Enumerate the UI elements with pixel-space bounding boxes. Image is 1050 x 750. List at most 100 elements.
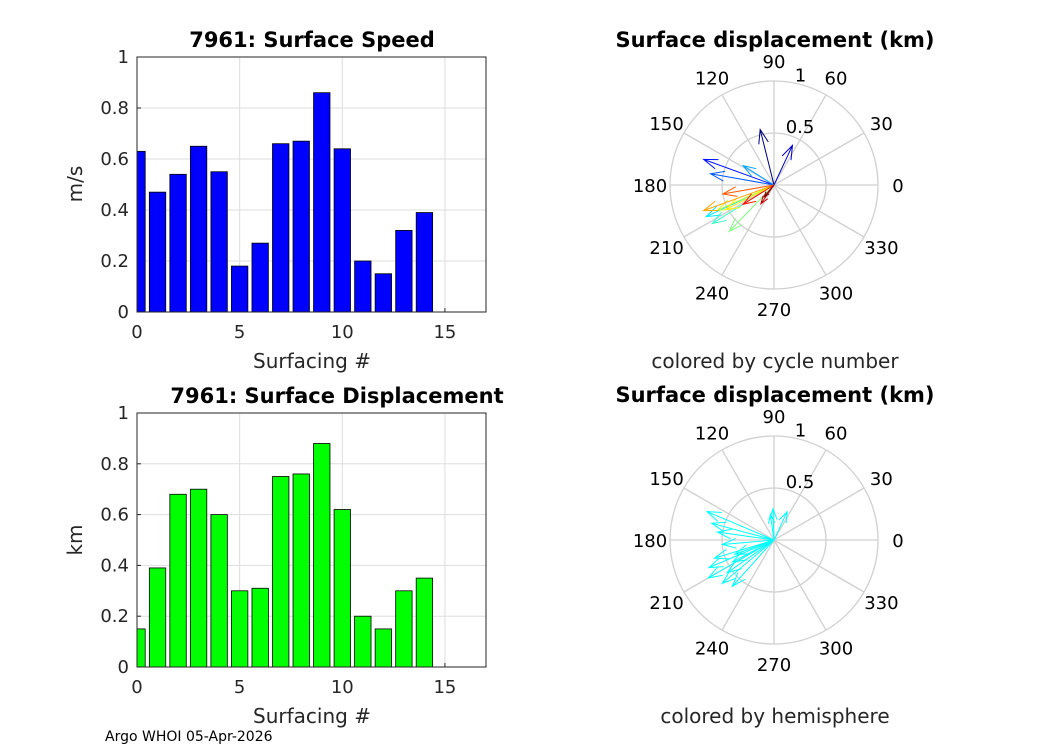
plot-frame [136, 412, 487, 668]
displacement-vector [702, 184, 775, 212]
y-tick-labels: 0 0.2 0.4 0.6 0.8 1 [100, 403, 129, 678]
bar [272, 476, 290, 668]
theta-tick-label: 120 [695, 69, 729, 90]
bar [415, 212, 434, 313]
theta-tick-label: 300 [819, 283, 853, 304]
r-tick-label: 1 [795, 66, 806, 87]
theta-tick-label: 30 [870, 469, 893, 490]
bar [395, 229, 413, 313]
theta-tick-label: 240 [695, 283, 729, 304]
y-tick-label: 1 [118, 47, 129, 68]
displacement-vector [712, 539, 775, 560]
displacement-vector [705, 510, 775, 541]
y-tick-label: 1 [118, 403, 129, 424]
chart-caption: colored by cycle number [651, 349, 899, 373]
theta-tick-label: 300 [819, 638, 853, 659]
bar [415, 577, 434, 668]
displacement-vector [741, 164, 775, 186]
x-tick-label: 10 [331, 322, 354, 343]
x-tick-label: 5 [234, 677, 245, 698]
x-tick-label: 15 [433, 677, 456, 698]
theta-tick-label: 240 [695, 638, 729, 659]
bar [148, 567, 167, 668]
x-tick-labels: 0 5 10 15 [131, 322, 456, 343]
bar [374, 628, 392, 668]
bar [374, 273, 392, 313]
bar [395, 590, 413, 668]
theta-tick-labels: 0 30 60 90 120 150 180 210 240 270 300 3… [633, 407, 904, 676]
x-tick-label: 10 [331, 677, 354, 698]
theta-tick-label: 180 [633, 176, 667, 197]
bar [210, 514, 228, 668]
y-tick-label: 0.6 [100, 149, 129, 170]
displacement-vectors [702, 128, 794, 233]
bar [210, 171, 228, 313]
bar [169, 493, 187, 668]
bar [189, 145, 208, 313]
displacement-vector [702, 158, 775, 186]
theta-tick-label: 120 [695, 424, 729, 445]
y-tick-label: 0.2 [100, 251, 129, 272]
plot-frame [136, 56, 487, 313]
chart-title: 7961: Surface Speed [189, 28, 435, 52]
theta-tick-label: 210 [649, 238, 683, 259]
displacement-vector [773, 510, 788, 541]
r-tick-label: 0.5 [786, 472, 815, 493]
chart-title: Surface displacement (km) [615, 28, 934, 52]
theta-tick-label: 90 [763, 52, 786, 73]
footer-credit: Argo WHOI 05-Apr-2026 [105, 729, 273, 745]
displacement-vector [758, 128, 775, 186]
x-tick-label: 0 [131, 322, 142, 343]
theta-tick-label: 150 [649, 114, 683, 135]
x-tick-label: 15 [433, 322, 456, 343]
displacement-vector [715, 528, 775, 541]
theta-tick-label: 270 [757, 655, 791, 676]
bar [189, 488, 208, 668]
displacement-compass-hemisphere: Surface displacement (km) 0 30 60 90 120… [615, 383, 934, 728]
speed-bar-chart: 7961: Surface Speed 0 5 10 15 0 0.2 0.4 … [63, 28, 487, 373]
chart-caption: colored by hemisphere [660, 704, 889, 728]
bar [292, 473, 310, 668]
displacement-vector [733, 539, 775, 555]
displacement-vector [768, 512, 776, 541]
x-axis-label: Surfacing # [253, 704, 371, 728]
bar [251, 587, 269, 668]
theta-tick-label: 60 [825, 424, 848, 445]
bar [136, 150, 146, 313]
y-axis-label: m/s [63, 166, 87, 203]
displacement-vector [763, 184, 775, 199]
bar [313, 443, 331, 668]
r-tick-label: 0.5 [786, 117, 815, 138]
displacement-vector [721, 184, 775, 197]
theta-tick-label: 150 [649, 469, 683, 490]
theta-tick-label: 30 [870, 114, 893, 135]
theta-tick-labels: 0 30 60 90 120 150 180 210 240 270 300 3… [633, 52, 904, 321]
y-tick-label: 0 [118, 657, 129, 678]
y-tick-label: 0.8 [100, 454, 129, 475]
y-tick-label: 0.4 [100, 555, 129, 576]
bar [333, 509, 351, 668]
displacement-vector [709, 170, 775, 186]
bar [292, 140, 310, 313]
y-tick-label: 0.8 [100, 98, 129, 119]
displacement-vector [710, 521, 775, 541]
theta-tick-label: 330 [864, 238, 898, 259]
displacement-vector [725, 539, 775, 574]
bar [231, 590, 249, 668]
theta-tick-label: 330 [864, 593, 898, 614]
bars [136, 443, 434, 668]
bar [231, 265, 249, 313]
bar [272, 143, 290, 313]
bar [333, 148, 351, 313]
theta-tick-label: 0 [892, 176, 903, 197]
theta-tick-label: 270 [757, 300, 791, 321]
displacement-vector [720, 537, 775, 549]
displacement-vectors [705, 507, 788, 588]
theta-tick-label: 210 [649, 593, 683, 614]
x-axis-label: Surfacing # [253, 349, 371, 373]
displacement-vector [731, 539, 775, 588]
displacement-vector [731, 539, 775, 563]
bar [354, 615, 372, 668]
y-tick-label: 0.2 [100, 606, 129, 627]
